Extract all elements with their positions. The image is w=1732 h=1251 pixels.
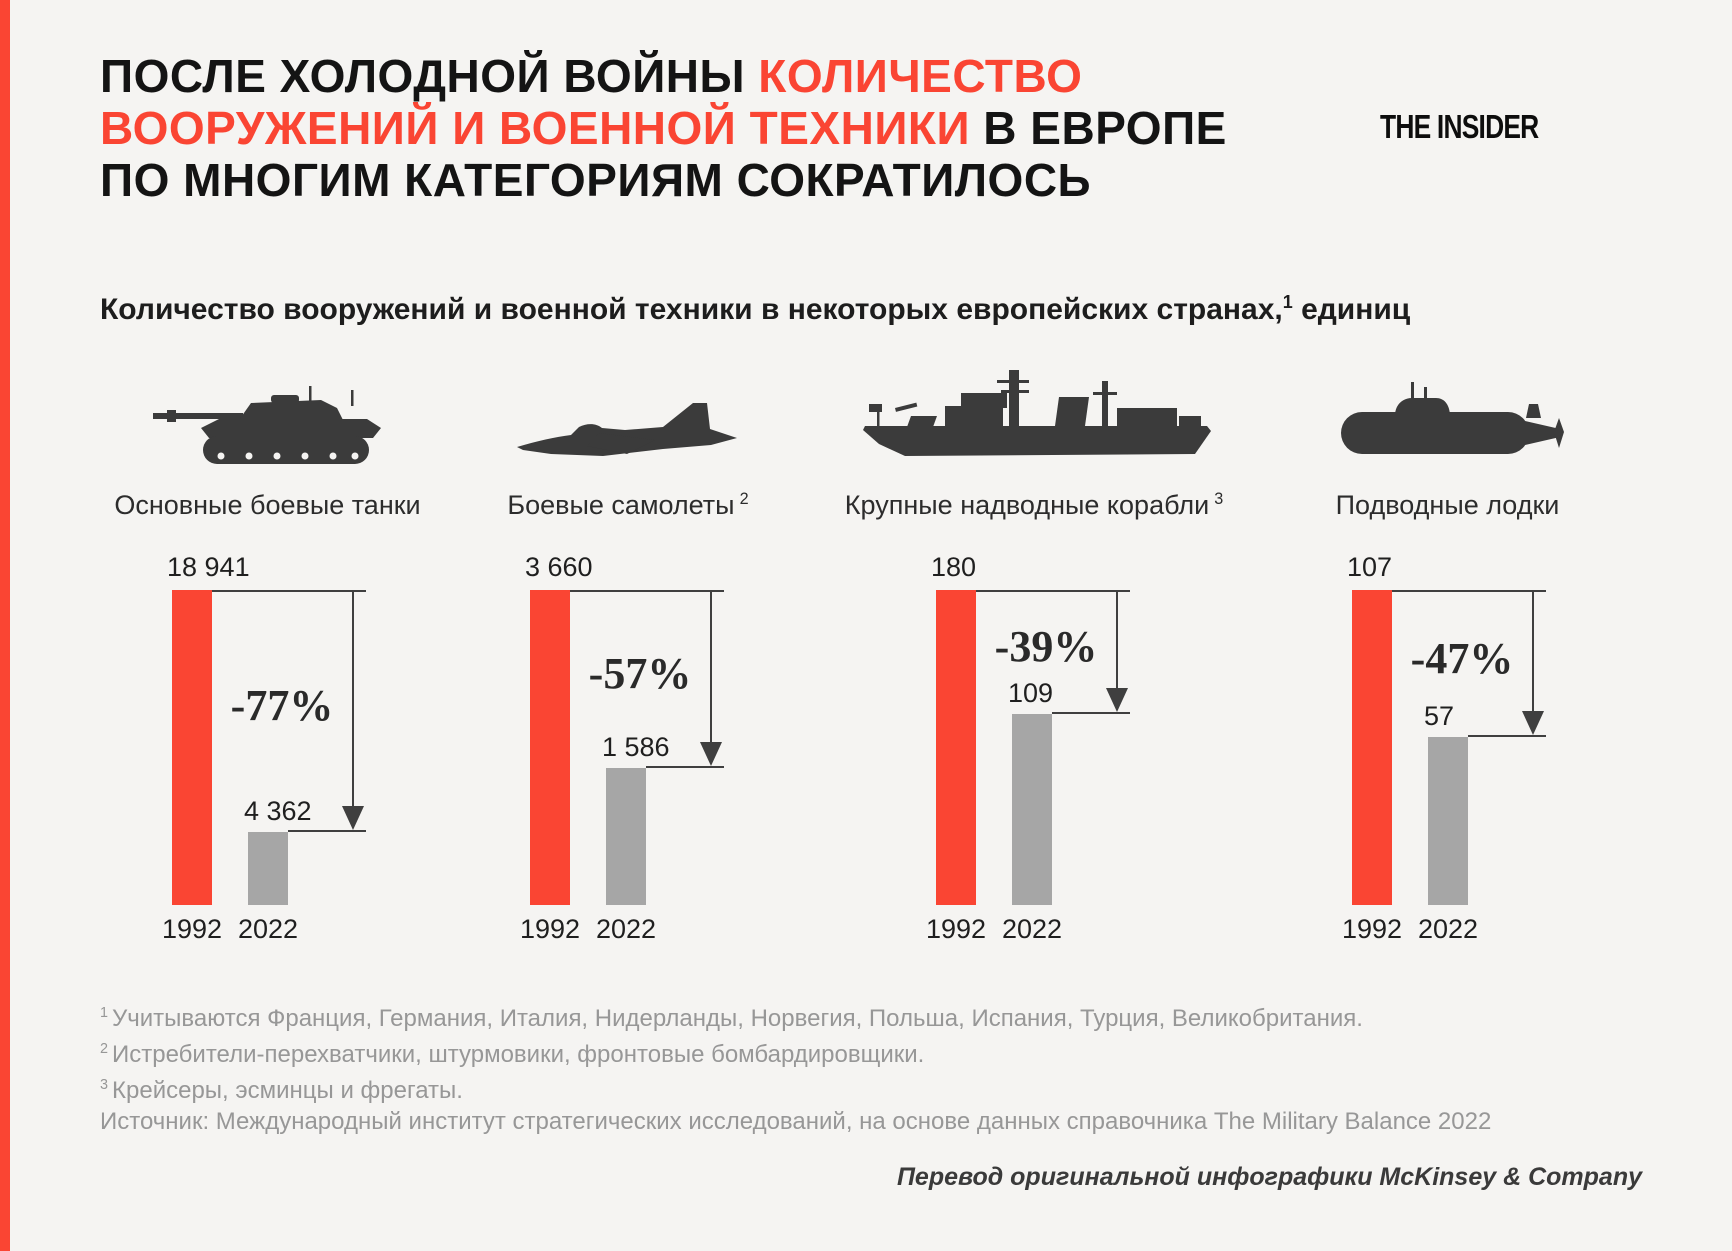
subtitle-footnote-mark: 1 [1282,292,1293,312]
footnote-mark: 3 [100,1077,109,1093]
tank-icon [152,386,381,464]
category-footnote-mark: 2 [739,490,749,508]
title-line-3: ПО МНОГИМ КАТЕГОРИЯМ СОКРАТИЛОСЬ [100,154,1227,206]
connector-top-line [570,590,724,592]
translation-credit: Перевод оригинальной инфографики McKinse… [896,1163,1642,1191]
page-title: ПОСЛЕ ХОЛОДНОЙ ВОЙНЫ КОЛИЧЕСТВО ВООРУЖЕН… [100,50,1227,206]
footnote-text: Истребители-перехватчики, штурмовики, фр… [112,1041,925,1068]
year-label-2022: 2022 [237,914,299,944]
value-label-2022: 109 [1008,678,1054,708]
title-text: ПОСЛЕ ХОЛОДНОЙ ВОЙНЫ [100,50,759,102]
category-label-text: Боевые самолеты [507,490,735,520]
connector-bottom-line [1468,735,1546,737]
decline-arrow-line [710,592,712,742]
bar-2022 [1012,714,1052,905]
year-label-1992: 1992 [925,914,987,944]
title-text-red: КОЛИЧЕСТВО [758,50,1083,102]
value-label-1992: 3 660 [525,552,593,582]
category-icon-wrap [1250,360,1650,466]
title-line-2: ВООРУЖЕНИЙ И ВОЕННОЙ ТЕХНИКИ В ЕВРОПЕ [100,102,1227,154]
year-label-1992: 1992 [519,914,581,944]
category-icon-wrap [834,360,1234,466]
category-label-text: Крупные надводные корабли [844,490,1210,520]
title-text-red: ВООРУЖЕНИЙ И ВОЕННОЙ ТЕХНИКИ [100,102,971,154]
title-line-1: ПОСЛЕ ХОЛОДНОЙ ВОЙНЫ КОЛИЧЕСТВО [100,50,1227,102]
category-label: Подводные лодки [1336,490,1565,521]
down-arrow-icon [1106,688,1128,712]
down-arrow-icon [700,742,722,766]
warship-icon [863,370,1211,456]
title-text: В ЕВРОПЕ [970,102,1227,154]
percent-change-label: -47% [1410,633,1514,683]
year-label-1992: 1992 [161,914,223,944]
insider-logo: THE INSIDER [1380,108,1539,145]
year-label-1992: 1992 [1341,914,1403,944]
category-label: Боевые самолеты 2 [507,490,748,521]
value-label-2022: 57 [1424,701,1455,731]
source-note: Источник: Международный институт стратег… [100,1108,1492,1135]
down-arrow-icon [342,806,364,830]
title-text: ПО МНОГИМ КАТЕГОРИЯМ СОКРАТИЛОСЬ [100,154,1092,206]
left-accent-stripe [0,0,10,1251]
bar-2022 [606,768,646,905]
category-label: Основные боевые танки [114,490,425,521]
footnote: 3 Крейсеры, эсминцы и фрегаты. [100,1070,1363,1106]
decline-arrow-line [352,592,354,806]
connector-bottom-line [646,766,724,768]
category-icon-wrap [70,360,470,466]
value-label-1992: 18 941 [167,552,250,582]
bar-chart: 107 57 -47% 1992 2022 [1342,552,1548,944]
bar-1992 [530,590,570,905]
category-footnote-mark: 3 [1214,490,1224,508]
category-icon-wrap [428,360,828,466]
value-label-2022: 4 362 [244,796,312,826]
footnote-text: Учитываются Франция, Германия, Италия, Н… [112,1005,1363,1032]
chart-subtitle: Количество вооружений и военной техники … [100,292,1410,327]
bar-2022 [248,832,288,905]
percent-change-label: -77% [230,681,334,730]
percent-change-label: -57% [588,649,692,698]
subtitle-text: Количество вооружений и военной техники … [100,293,1283,326]
decline-arrow-line [1116,592,1118,688]
footnote-mark: 2 [100,1041,109,1057]
year-label-2022: 2022 [1417,914,1479,944]
connector-bottom-line [288,830,366,832]
value-label-1992: 180 [931,552,977,582]
category-label: Крупные надводные корабли 3 [845,490,1223,521]
footnotes-block: 1 Учитываются Франция, Германия, Италия, … [100,998,1363,1106]
bar-1992 [936,590,976,905]
bar-1992 [1352,590,1392,905]
footnote: 1 Учитываются Франция, Германия, Италия, … [100,998,1363,1034]
category-label-text: Основные боевые танки [114,490,421,520]
year-label-2022: 2022 [1001,914,1063,944]
bar-1992 [172,590,212,905]
down-arrow-icon [1522,711,1544,735]
footnote-text: Крейсеры, эсминцы и фрегаты. [112,1077,463,1104]
footnote: 2 Истребители-перехватчики, штурмовики, ф… [100,1034,1363,1070]
bar-chart: 180 109 -39% 1992 2022 [926,552,1132,944]
category-label-text: Подводные лодки [1335,490,1560,520]
value-label-2022: 1 586 [602,732,670,762]
bar-2022 [1428,737,1468,905]
connector-top-line [1392,590,1546,592]
year-label-2022: 2022 [595,914,657,944]
bar-chart: 18 941 4 362 -77% 1992 2022 [162,552,368,944]
subtitle-unit: единиц [1292,293,1411,326]
connector-top-line [976,590,1130,592]
footnote-mark: 1 [100,1005,109,1021]
bar-chart: 3 660 1 586 -57% 1992 2022 [520,552,726,944]
connector-bottom-line [1052,712,1130,714]
fighter-jet-icon [517,403,737,456]
value-label-1992: 107 [1347,552,1393,582]
submarine-icon [1340,382,1564,454]
connector-top-line [212,590,366,592]
decline-arrow-line [1532,592,1534,711]
percent-change-label: -39% [994,622,1098,671]
